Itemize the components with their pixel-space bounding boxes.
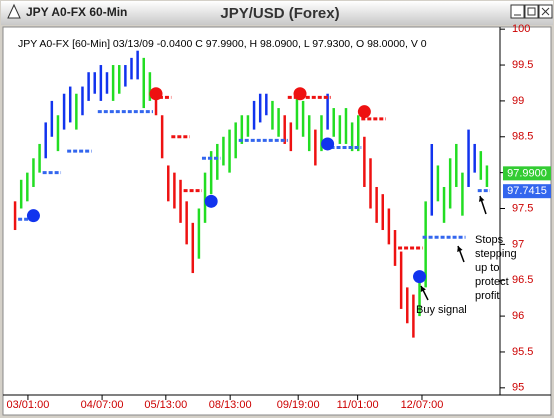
signal-dot	[204, 194, 218, 208]
x-tick-label: 04/07:00	[81, 399, 124, 411]
signal-dot	[26, 209, 40, 223]
signal-dot	[149, 87, 163, 101]
x-tick-label: 03/01:00	[7, 399, 50, 411]
signal-dot	[293, 87, 307, 101]
title-bar	[1, 1, 553, 25]
arrow-head	[478, 196, 485, 202]
y-tick-label: 98.5	[512, 131, 533, 143]
y-tick-label: 99	[512, 95, 524, 107]
last-price-box	[503, 166, 551, 181]
annotation: up to	[475, 262, 499, 274]
window-buttons	[510, 4, 553, 19]
y-tick-label: 99.5	[512, 59, 533, 71]
y-tick-label: 95	[512, 382, 524, 394]
y-tick-label: 95.5	[512, 346, 533, 358]
y-tick-label: 96	[512, 310, 524, 322]
arrow-head	[420, 286, 426, 292]
annotation: Stops	[475, 234, 504, 246]
minimize-button[interactable]	[510, 4, 525, 19]
last-price-box	[503, 184, 551, 199]
x-tick-label: 09/19:00	[277, 399, 320, 411]
annotation: protect	[475, 276, 509, 288]
x-tick-label: 08/13:00	[209, 399, 252, 411]
signal-dot	[357, 105, 371, 119]
y-tick-label: 96.5	[512, 274, 533, 286]
y-tick-label: 100	[512, 23, 530, 35]
annotation: profit	[475, 290, 499, 302]
chart-title: JPY/USD (Forex)	[220, 5, 339, 22]
info-line: JPY A0-FX [60-Min] 03/13/09 -0.0400 C 97…	[18, 38, 427, 50]
x-tick-label: 05/13:00	[144, 399, 187, 411]
signal-dot	[321, 137, 335, 151]
arrow-head	[457, 246, 463, 252]
x-tick-label: 12/07:00	[401, 399, 444, 411]
annotation: Buy signal	[416, 304, 467, 316]
y-tick-label: 97.5	[512, 202, 533, 214]
y-tick-label: 97	[512, 238, 524, 250]
maximize-button[interactable]	[524, 4, 539, 19]
annotation: stepping	[475, 248, 517, 260]
app-icon	[7, 3, 21, 19]
last-price-label: 97.9900	[507, 167, 547, 179]
window-title: JPY A0-FX 60-Min	[26, 5, 127, 19]
last-price-label: 97.7415	[507, 185, 547, 197]
signal-dot	[413, 270, 427, 284]
x-tick-label: 11/01:00	[337, 399, 379, 411]
chart-area	[2, 26, 552, 416]
